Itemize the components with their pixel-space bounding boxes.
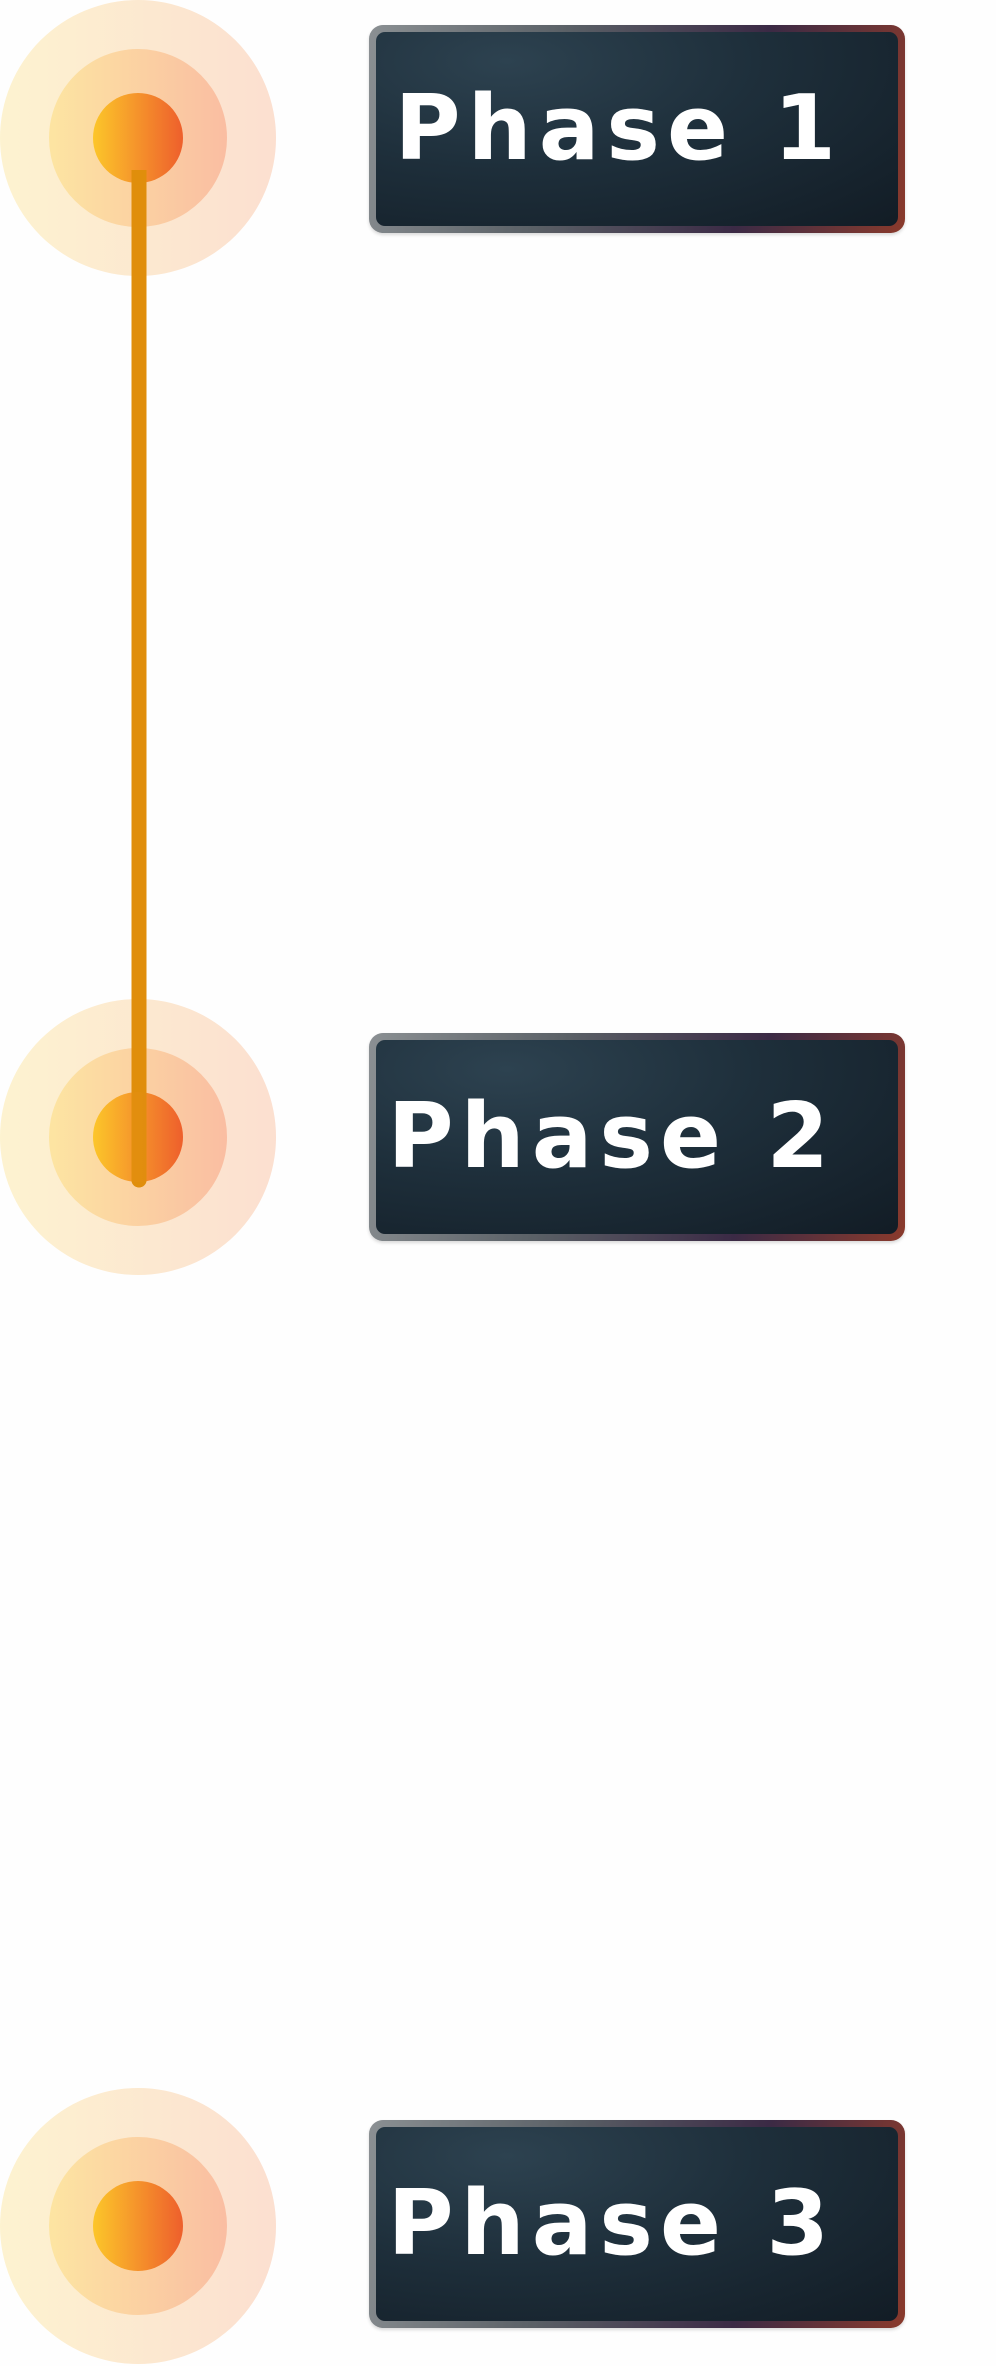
phase-card-3: Phase 3: [369, 2120, 905, 2328]
timeline-node-3-core: [93, 2181, 183, 2271]
phase-label-3: Phase 3: [387, 2171, 836, 2276]
phase-card-2: Phase 2: [369, 1033, 905, 1241]
timeline-node-1-core: [93, 93, 183, 183]
phase-label-2: Phase 2: [387, 1084, 836, 1189]
phase-card-1: Phase 1: [369, 25, 905, 233]
phase-label-1: Phase 1: [394, 76, 843, 181]
